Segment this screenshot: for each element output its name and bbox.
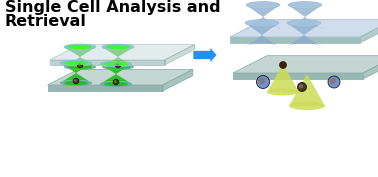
Ellipse shape: [289, 102, 325, 110]
Polygon shape: [163, 70, 193, 91]
Circle shape: [279, 61, 287, 68]
Polygon shape: [246, 2, 280, 29]
Ellipse shape: [106, 45, 130, 49]
FancyArrow shape: [193, 47, 217, 63]
Polygon shape: [50, 60, 164, 65]
Circle shape: [114, 80, 117, 83]
Ellipse shape: [246, 1, 280, 8]
Ellipse shape: [64, 44, 96, 50]
Circle shape: [299, 84, 304, 88]
Polygon shape: [102, 44, 134, 67]
Ellipse shape: [106, 65, 130, 69]
Ellipse shape: [288, 1, 322, 8]
Polygon shape: [48, 70, 193, 85]
Circle shape: [116, 63, 119, 66]
Circle shape: [74, 79, 77, 82]
Ellipse shape: [68, 45, 92, 49]
Circle shape: [77, 62, 83, 68]
Circle shape: [257, 76, 270, 88]
Polygon shape: [363, 56, 378, 79]
Polygon shape: [230, 20, 378, 37]
Polygon shape: [64, 44, 96, 67]
Ellipse shape: [267, 88, 299, 96]
Circle shape: [115, 62, 121, 68]
Ellipse shape: [104, 82, 128, 86]
Polygon shape: [50, 45, 195, 60]
Ellipse shape: [102, 64, 134, 70]
Ellipse shape: [104, 62, 128, 66]
Circle shape: [73, 78, 79, 84]
Polygon shape: [245, 19, 279, 47]
Text: Single Cell Analysis and: Single Cell Analysis and: [5, 0, 221, 15]
Polygon shape: [267, 64, 299, 92]
Ellipse shape: [102, 44, 134, 50]
Ellipse shape: [68, 65, 92, 69]
Text: Retrieval: Retrieval: [5, 14, 87, 29]
Polygon shape: [287, 19, 321, 47]
Ellipse shape: [100, 81, 132, 87]
Polygon shape: [100, 61, 132, 84]
Polygon shape: [164, 45, 195, 65]
Ellipse shape: [60, 60, 92, 66]
Ellipse shape: [64, 61, 88, 65]
Polygon shape: [289, 74, 325, 106]
Ellipse shape: [287, 19, 321, 27]
Polygon shape: [60, 60, 92, 83]
Ellipse shape: [64, 64, 96, 70]
Polygon shape: [360, 20, 378, 43]
Polygon shape: [233, 56, 378, 73]
Ellipse shape: [100, 61, 132, 67]
Polygon shape: [230, 37, 360, 43]
Circle shape: [330, 78, 336, 84]
Circle shape: [259, 78, 265, 84]
Polygon shape: [48, 85, 163, 91]
Ellipse shape: [64, 81, 88, 85]
Ellipse shape: [245, 19, 279, 27]
Circle shape: [113, 79, 119, 85]
Circle shape: [328, 76, 340, 88]
Circle shape: [78, 63, 81, 66]
Polygon shape: [233, 73, 363, 79]
Polygon shape: [288, 2, 322, 29]
Circle shape: [297, 82, 307, 92]
Ellipse shape: [60, 80, 92, 86]
